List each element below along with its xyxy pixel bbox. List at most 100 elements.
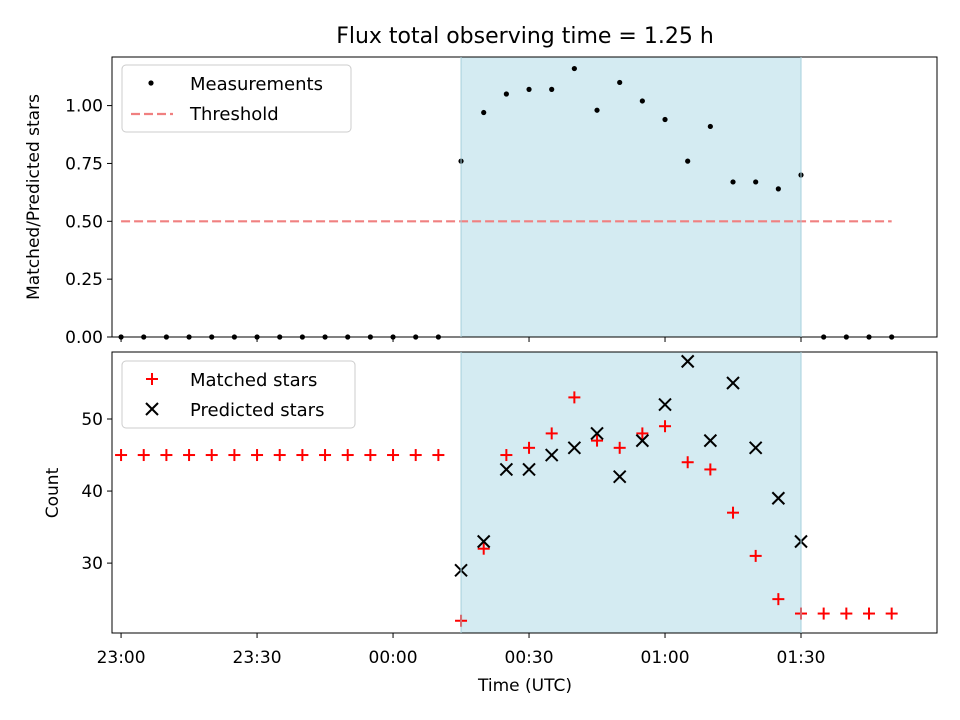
observing-window-shade-top (461, 57, 802, 337)
matched-star-point (885, 607, 898, 620)
matched-star-point (341, 449, 354, 462)
top-y-tick-label: 0.50 (65, 212, 103, 232)
matched-star-point (863, 607, 876, 620)
bottom-panel-y-axis: 30 40 50 (81, 410, 112, 574)
bottom-panel: 30 40 50 23:00 23:30 00:00 00:30 01:00 01:30 Co… (43, 351, 938, 696)
top-y-tick-label: 1.00 (65, 97, 103, 117)
x-tick-label: 01:30 (777, 648, 826, 668)
predicted-star-point (748, 441, 763, 455)
predicted-star-point (612, 469, 627, 484)
measurement-point (571, 65, 577, 72)
bottom-panel-marks (115, 354, 898, 627)
measurement-point (707, 123, 713, 130)
bottom-panel-x-axis: 23:00 23:30 00:00 00:30 01:00 01:30 (97, 633, 826, 668)
matched-star-point (613, 441, 626, 454)
predicted-star-point (590, 426, 604, 441)
matched-star-point (296, 449, 309, 462)
predicted-star-point (567, 441, 582, 455)
predicted-star-point (703, 433, 718, 448)
matched-star-point (568, 391, 581, 404)
matched-star-point (273, 449, 286, 462)
matched-star-point (545, 427, 558, 440)
matched-star-point (772, 593, 785, 606)
predicted-star-point (635, 433, 650, 448)
bottom-y-tick-label: 30 (81, 554, 103, 574)
bottom-y-axis-label: Count (43, 467, 63, 518)
matched-star-point (183, 449, 196, 462)
chart-title: Flux total observing time = 1.25 h (336, 24, 714, 49)
matched-star-point (115, 449, 128, 462)
matched-star-point (432, 449, 445, 462)
measurement-point (730, 179, 736, 185)
bottom-legend: Matched stars Predicted stars (121, 360, 356, 429)
measurement-point (662, 116, 668, 123)
matched-star-point (659, 420, 672, 433)
matched-star-point (477, 542, 490, 555)
x-axis-label: Time (UTC) (477, 676, 572, 696)
legend-measurements-label: Measurements (190, 74, 323, 95)
top-legend-box (121, 64, 352, 133)
matched-star-point (409, 449, 422, 462)
matched-star-point (228, 449, 241, 462)
top-y-tick-label: 0.25 (65, 270, 103, 290)
matched-star-point (319, 449, 332, 462)
bottom-y-tick-label: 40 (81, 482, 103, 502)
matched-star-point (591, 434, 604, 447)
matched-star-point (749, 549, 762, 562)
predicted-star-point (771, 491, 786, 505)
matched-star-point (681, 456, 694, 469)
measurement-point (481, 109, 487, 116)
predicted-star-point (544, 448, 559, 462)
matched-star-point (205, 449, 218, 462)
top-y-tick-label: 0.00 (65, 328, 103, 348)
predicted-star-point (499, 462, 514, 477)
measurement-point (639, 98, 645, 104)
observing-window-shade-bottom (461, 352, 802, 633)
matched-star-point (160, 449, 173, 462)
matched-star-point (840, 607, 853, 620)
x-tick-label: 00:00 (369, 648, 418, 668)
legend-threshold-label: Threshold (189, 104, 279, 125)
matched-star-point (704, 463, 717, 476)
top-y-axis-label: Matched/Predicted stars (24, 94, 44, 300)
top-panel-frame (111, 56, 938, 338)
bottom-panel-frame (111, 351, 938, 634)
legend-measurements-marker (148, 80, 154, 86)
x-tick-label: 00:30 (505, 648, 554, 668)
x-tick-label: 23:00 (97, 648, 146, 668)
predicted-star-point (726, 376, 740, 390)
top-panel-x-axis (120, 337, 802, 342)
matched-star-point (251, 449, 264, 462)
top-panel-y-axis: 0.00 0.25 0.50 0.75 1.00 (65, 97, 112, 348)
top-legend: Measurements Threshold (121, 64, 352, 133)
matched-star-point (137, 449, 150, 462)
legend-predicted-label: Predicted stars (190, 400, 324, 421)
measurement-point (617, 79, 623, 86)
matched-star-point (364, 449, 377, 462)
matched-star-point (817, 607, 830, 620)
predicted-star-point (680, 354, 695, 369)
x-tick-label: 23:30 (233, 648, 282, 668)
predicted-star-point (658, 397, 672, 412)
legend-matched-label: Matched stars (190, 370, 317, 391)
measurement-point (775, 186, 781, 192)
measurement-point (753, 179, 759, 185)
matched-star-point (523, 441, 536, 454)
measurement-point (503, 91, 509, 97)
measurement-point (526, 86, 532, 92)
top-y-tick-label: 0.75 (65, 154, 103, 174)
measurement-point (594, 107, 600, 113)
legend-predicted-marker (145, 402, 159, 416)
x-tick-label: 01:00 (641, 648, 690, 668)
matched-star-point (727, 506, 740, 519)
measurement-point (549, 86, 555, 92)
predicted-star-point (476, 534, 491, 549)
measurement-point (685, 158, 691, 164)
predicted-star-point (522, 462, 536, 477)
bottom-legend-box (121, 360, 356, 429)
matched-star-point (500, 449, 513, 462)
top-panel: 0.00 0.25 0.50 0.75 1.00 Matched/Predicted s… (24, 56, 938, 348)
bottom-y-tick-label: 50 (81, 410, 103, 430)
matched-star-point (387, 449, 400, 462)
